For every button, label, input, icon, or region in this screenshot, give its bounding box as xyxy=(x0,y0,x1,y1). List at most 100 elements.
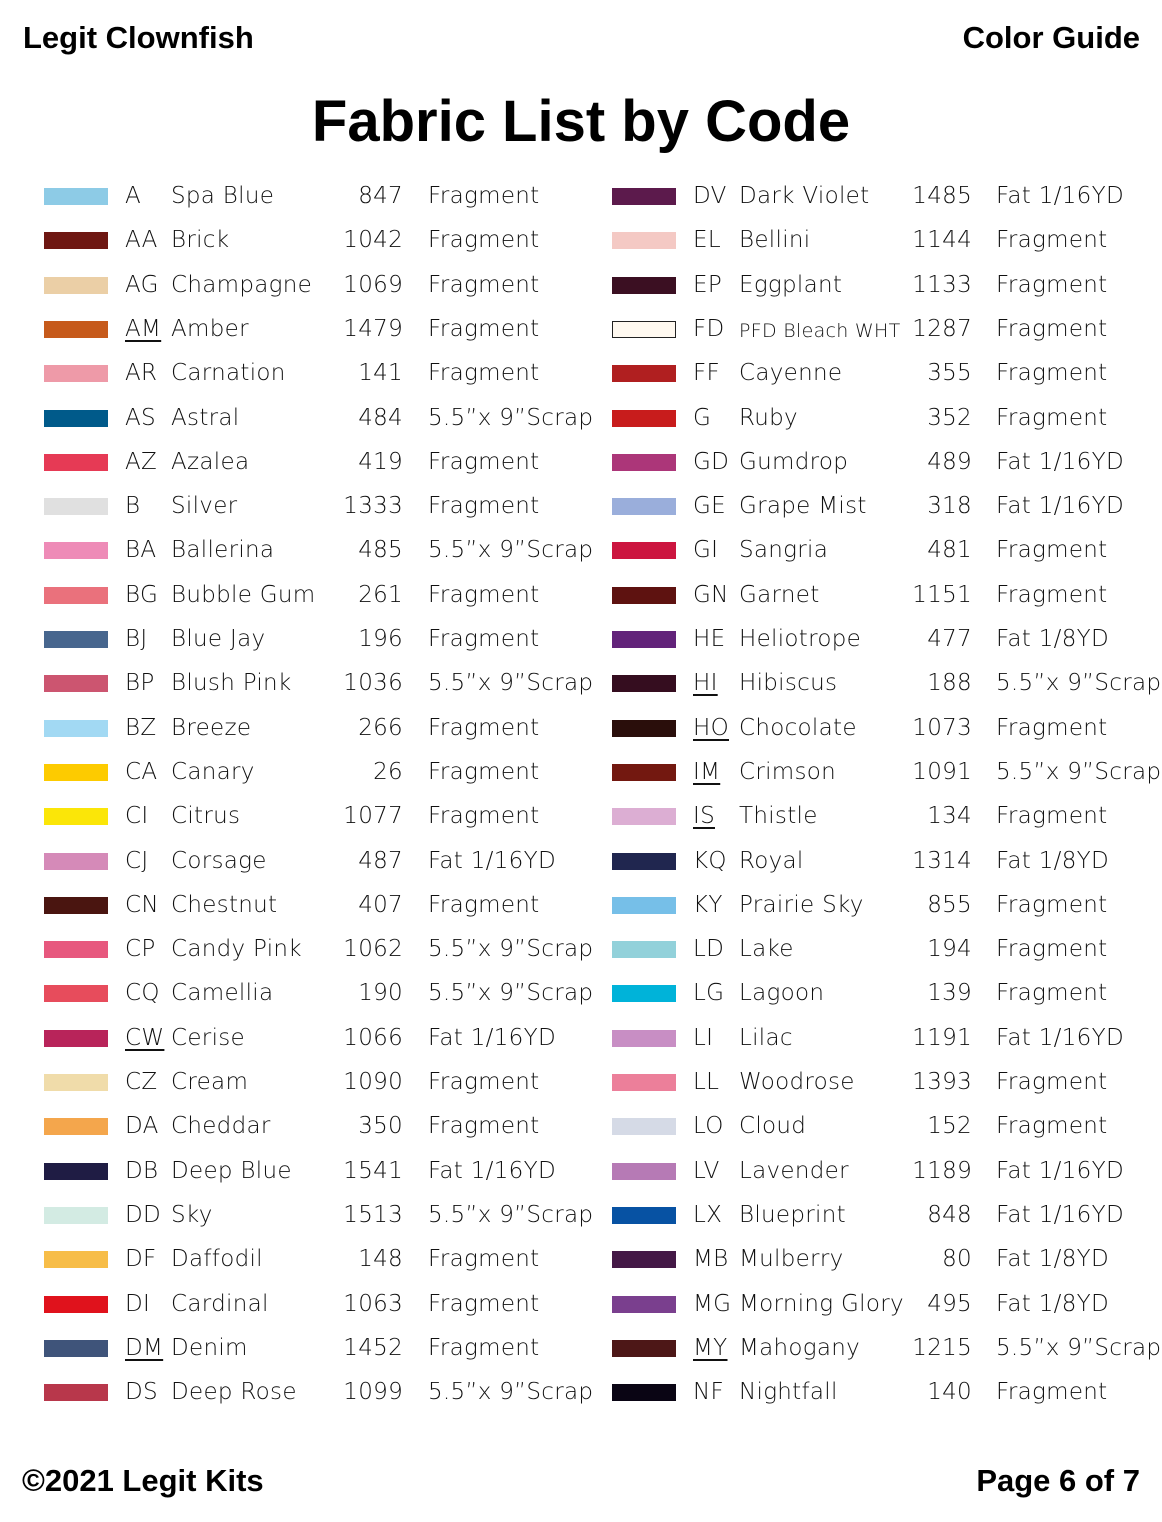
color-swatch xyxy=(44,1074,108,1091)
fabric-name: Woodrose xyxy=(739,1069,855,1095)
fabric-cut-type: Fragment xyxy=(996,936,1108,963)
fabric-cut-type: Fat 1/8YD xyxy=(996,1290,1110,1317)
fabric-name: Hibiscus xyxy=(739,670,838,697)
fabric-cut-type: 5.5”x 9”Scrap xyxy=(996,758,1162,785)
color-swatch xyxy=(612,763,676,781)
fabric-code: DF xyxy=(125,1246,157,1273)
fabric-code: LO xyxy=(693,1113,724,1140)
fabric-count: 1042 xyxy=(343,227,403,254)
fabric-cut-type: 5.5”x 9”Scrap xyxy=(428,404,594,431)
fabric-name: Blush Pink xyxy=(171,670,292,697)
color-swatch xyxy=(612,1074,676,1091)
fabric-cut-type: Fragment xyxy=(428,360,540,387)
fabric-count: 1314 xyxy=(912,847,972,874)
fabric-count: 1393 xyxy=(912,1069,972,1095)
color-swatch xyxy=(44,1162,108,1180)
fabric-name: Cerise xyxy=(171,1024,245,1051)
fabric-count: 1073 xyxy=(912,714,972,741)
color-swatch xyxy=(612,896,676,914)
fabric-cut-type: 5.5”x 9”Scrap xyxy=(428,1201,594,1228)
fabric-count: 1452 xyxy=(343,1334,403,1361)
fabric-count: 139 xyxy=(927,980,972,1007)
fabric-cut-type: 5.5”x 9”Scrap xyxy=(428,980,594,1007)
color-swatch xyxy=(44,763,108,781)
fabric-name: Blue Jay xyxy=(171,626,266,652)
fabric-count: 1513 xyxy=(343,1201,403,1228)
fabric-name: Garnet xyxy=(739,581,820,608)
fabric-count: 196 xyxy=(358,626,403,652)
fabric-name: Corsage xyxy=(171,847,267,874)
fabric-count: 1151 xyxy=(912,581,972,608)
color-swatch xyxy=(612,453,676,471)
fabric-name: Eggplant xyxy=(739,271,843,298)
fabric-code: A xyxy=(125,183,142,209)
fabric-name: Ruby xyxy=(739,404,798,431)
fabric-name: Bellini xyxy=(739,227,811,254)
fabric-count: 350 xyxy=(358,1113,403,1140)
fabric-cut-type: Fat 1/16YD xyxy=(428,847,556,874)
fabric-cut-type: Fragment xyxy=(428,448,540,475)
color-swatch xyxy=(612,631,676,648)
fabric-count: 194 xyxy=(927,936,972,963)
fabric-code: BZ xyxy=(125,714,157,741)
fabric-name: Chestnut xyxy=(171,891,278,918)
fabric-name: Chocolate xyxy=(739,714,857,741)
fabric-count: 484 xyxy=(358,404,403,431)
color-swatch xyxy=(44,409,108,427)
fabric-cut-type: Fragment xyxy=(996,1069,1108,1095)
fabric-code: BJ xyxy=(125,626,148,652)
color-swatch xyxy=(44,1339,108,1357)
color-swatch xyxy=(612,1118,676,1136)
color-swatch xyxy=(612,365,676,383)
fabric-code: AA xyxy=(125,227,158,254)
fabric-cut-type: Fat 1/16YD xyxy=(996,1157,1124,1184)
fabric-code: HI xyxy=(693,670,718,697)
fabric-count: 261 xyxy=(358,581,403,608)
color-swatch xyxy=(612,586,676,604)
fabric-cut-type: Fragment xyxy=(428,758,540,785)
fabric-name: Crimson xyxy=(739,758,837,785)
fabric-count: 352 xyxy=(927,404,972,431)
copyright-footer: ©2021 Legit Kits xyxy=(22,1463,264,1498)
fabric-count: 148 xyxy=(358,1246,403,1273)
color-swatch xyxy=(612,1339,676,1357)
fabric-count: 1333 xyxy=(343,493,403,520)
fabric-code: DS xyxy=(125,1379,158,1406)
fabric-code: KY xyxy=(693,891,723,918)
fabric-code: HE xyxy=(693,626,726,652)
color-swatch xyxy=(44,232,108,250)
fabric-cut-type: Fragment xyxy=(996,891,1108,918)
color-swatch xyxy=(44,1384,108,1402)
fabric-cut-type: Fragment xyxy=(428,1069,540,1095)
fabric-code: GN xyxy=(693,581,729,608)
fabric-count: 1099 xyxy=(343,1379,403,1406)
color-swatch xyxy=(44,586,108,604)
color-swatch xyxy=(612,675,676,693)
fabric-cut-type: 5.5”x 9”Scrap xyxy=(428,670,594,697)
fabric-name: Royal xyxy=(739,847,804,874)
fabric-cut-type: 5.5”x 9”Scrap xyxy=(428,537,594,564)
color-swatch xyxy=(44,1295,108,1313)
color-swatch xyxy=(44,1029,108,1047)
fabric-count: 141 xyxy=(358,360,403,387)
fabric-name: Cayenne xyxy=(739,360,843,387)
fabric-count: 477 xyxy=(927,626,972,652)
color-swatch xyxy=(44,675,108,693)
fabric-name: PFD Bleach WHT xyxy=(739,319,901,342)
fabric-cut-type: Fragment xyxy=(996,714,1108,741)
fabric-count: 318 xyxy=(927,493,972,520)
fabric-code: CP xyxy=(125,936,156,963)
color-swatch xyxy=(612,719,676,737)
fabric-name: Gumdrop xyxy=(739,448,849,475)
fabric-name: Breeze xyxy=(171,714,252,741)
fabric-code: FF xyxy=(693,360,721,387)
fabric-cut-type: 5.5”x 9”Scrap xyxy=(428,936,594,963)
fabric-cut-type: Fragment xyxy=(996,1379,1108,1406)
fabric-code: IM xyxy=(693,758,721,785)
fabric-count: 1191 xyxy=(912,1024,972,1051)
fabric-name: Deep Rose xyxy=(171,1379,297,1406)
fabric-count: 407 xyxy=(358,891,403,918)
color-swatch xyxy=(44,719,108,737)
fabric-name: Astral xyxy=(171,404,240,431)
fabric-count: 266 xyxy=(358,714,403,741)
